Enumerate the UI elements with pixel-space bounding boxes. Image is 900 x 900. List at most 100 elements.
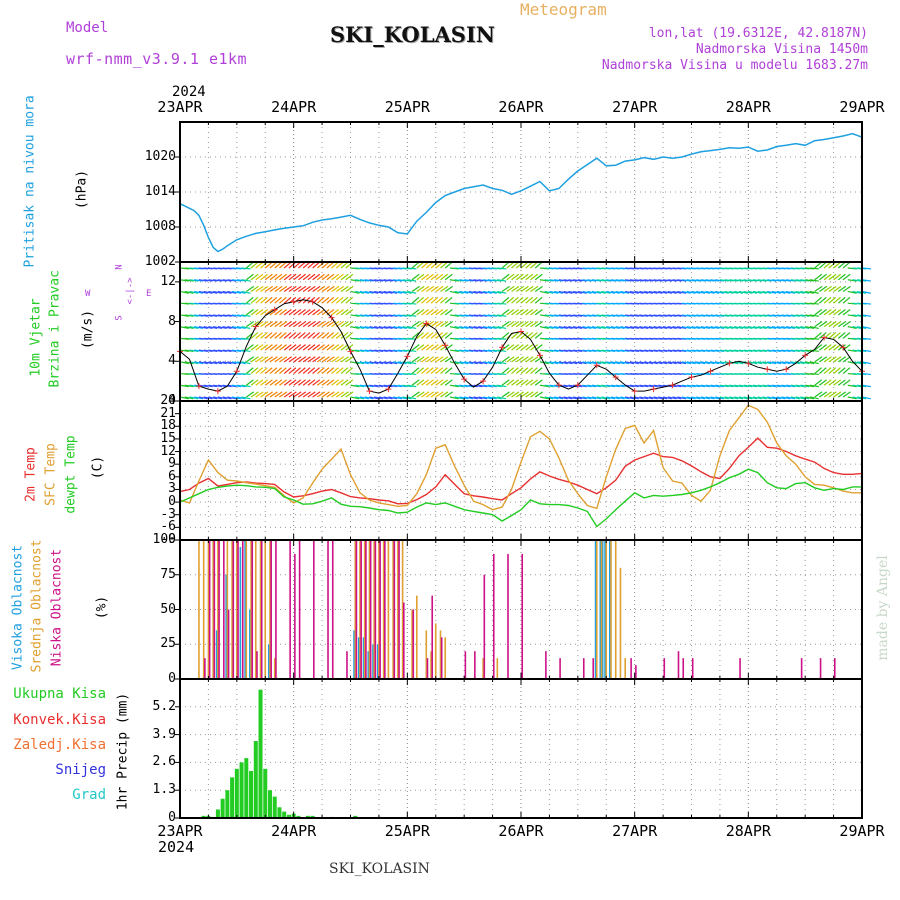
- coords-text: lon,lat (19.6312E, 42.8187N): [648, 26, 868, 41]
- wind-barb: [715, 326, 725, 330]
- wind-barb: [520, 321, 529, 328]
- wind-barb: [260, 273, 269, 281]
- wind-barb: [222, 349, 232, 353]
- wind-barb: [625, 314, 635, 317]
- wind-gust-mark: [480, 378, 487, 385]
- wind-barb: [648, 396, 658, 400]
- wind-barb: [724, 314, 734, 317]
- wind-barb: [809, 267, 819, 270]
- wind-barb: [691, 279, 701, 282]
- wind-barb: [203, 279, 213, 282]
- wind-barb: [781, 384, 791, 388]
- wind-gust-mark: [423, 320, 430, 327]
- wind-barb: [520, 367, 529, 375]
- wind-barb: [833, 261, 841, 269]
- wind-barb: [558, 349, 568, 353]
- wind-barb: [847, 349, 857, 353]
- wind-barb: [231, 290, 242, 294]
- wind-barb: [520, 273, 529, 281]
- wind-barb: [331, 308, 340, 316]
- wind-barb: [710, 326, 720, 330]
- wind-barb: [677, 290, 687, 294]
- wind-barb: [752, 279, 763, 282]
- wind-barb: [288, 379, 297, 386]
- wind-barb: [454, 349, 464, 353]
- wind-barb: [497, 279, 507, 282]
- wind-barb: [388, 361, 398, 365]
- date-label-top: 29APR: [839, 98, 885, 116]
- wind-barb: [440, 379, 449, 386]
- wind-barb: [208, 314, 218, 317]
- wind-barb: [492, 361, 502, 365]
- wind-barb: [771, 279, 782, 282]
- wind-barb: [241, 396, 251, 400]
- wind-barb: [340, 321, 349, 328]
- wind-barb: [440, 261, 448, 269]
- wind-barb: [776, 314, 786, 317]
- wind-barb: [317, 391, 326, 398]
- wind-barb: [340, 296, 349, 304]
- wind-barb: [729, 279, 739, 282]
- wind-gust-mark: [195, 383, 202, 390]
- wind-barb: [227, 326, 237, 330]
- year-label-bottom: 2024: [158, 838, 195, 856]
- wind-barb: [497, 326, 507, 330]
- wind-barb: [307, 379, 316, 386]
- wind-barb: [828, 285, 837, 292]
- wind-barb: [833, 367, 841, 375]
- wind-barb: [184, 349, 194, 353]
- y-tick-label: 18: [160, 418, 176, 434]
- wind-barb: [530, 391, 539, 398]
- wind-barb: [861, 267, 872, 270]
- wind-barb: [487, 396, 497, 400]
- wind-barb: [478, 314, 488, 317]
- wind-barb: [411, 367, 420, 375]
- wind-barb: [331, 344, 340, 351]
- y-tick-label: 25: [160, 636, 176, 652]
- precip-bar: [282, 811, 287, 818]
- wind-barb: [501, 344, 510, 351]
- wind-barb: [544, 396, 554, 400]
- wind-barb: [421, 356, 430, 363]
- wind-barb: [757, 361, 767, 365]
- wind-barb: [260, 332, 268, 339]
- wind-barb: [852, 361, 862, 365]
- wind-barb: [430, 296, 439, 304]
- wind-barb: [515, 296, 524, 304]
- wind-barb: [326, 332, 335, 339]
- wind-barb: [444, 379, 453, 386]
- wind-barb: [814, 391, 823, 398]
- wind-barb: [823, 367, 832, 375]
- wind-barb: [473, 314, 483, 317]
- wind-barb: [293, 367, 301, 375]
- wind-barb: [302, 391, 311, 398]
- wind-barb: [274, 379, 283, 386]
- wind-barb: [501, 332, 510, 339]
- wind-barb: [734, 384, 744, 388]
- wind-barb: [620, 314, 630, 317]
- wind-barb: [705, 396, 715, 400]
- wind-barb: [331, 332, 339, 339]
- wind-barb: [255, 308, 264, 316]
- wind-barb: [544, 349, 554, 353]
- y-tick-label: 75: [160, 566, 176, 582]
- wind-barb: [331, 379, 340, 386]
- wind-barb: [444, 273, 453, 281]
- wind-barb: [411, 308, 420, 316]
- wind-barb: [734, 279, 744, 282]
- wind-barb: [748, 279, 758, 282]
- wind-barb: [421, 296, 429, 304]
- wind-barb: [208, 326, 218, 330]
- wind-barb: [610, 361, 620, 365]
- wind-barb: [279, 379, 287, 386]
- wind-barb: [312, 344, 321, 351]
- y-tick-label: 1020: [144, 149, 176, 164]
- wind-barb: [340, 308, 349, 316]
- wind-barb: [752, 326, 763, 330]
- wind-barb: [425, 273, 434, 281]
- wind-barb: [705, 349, 715, 353]
- wind-barb: [402, 279, 412, 282]
- wind-barb: [255, 332, 264, 339]
- wind-barb: [852, 396, 862, 400]
- wind-barb: [478, 396, 488, 400]
